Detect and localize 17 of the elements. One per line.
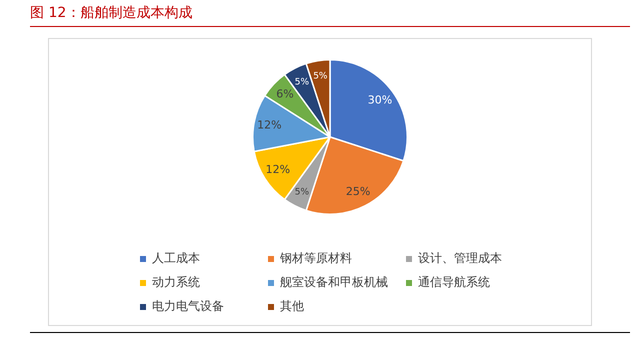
legend-label: 动力系统 — [152, 274, 200, 291]
data-label: 5% — [294, 187, 310, 198]
chart-title: 图 12：船舶制造成本构成 — [30, 4, 192, 22]
legend-label: 人工成本 — [152, 250, 200, 267]
legend-label: 通信导航系统 — [418, 274, 490, 291]
legend-label: 钢材等原材料 — [280, 250, 352, 267]
legend-label: 其他 — [280, 298, 304, 315]
data-label: 25% — [346, 184, 370, 198]
data-label: 30% — [368, 94, 392, 107]
data-label: 5% — [313, 71, 328, 82]
data-label: 12% — [257, 118, 282, 132]
data-label: 12% — [266, 162, 290, 176]
legend-label: 设计、管理成本 — [418, 250, 502, 267]
legend-label: 电力电气设备 — [152, 298, 224, 315]
data-label: 6% — [276, 88, 294, 101]
legend-label: 舰室设备和甲板机械 — [280, 274, 388, 291]
data-label: 5% — [294, 77, 310, 88]
